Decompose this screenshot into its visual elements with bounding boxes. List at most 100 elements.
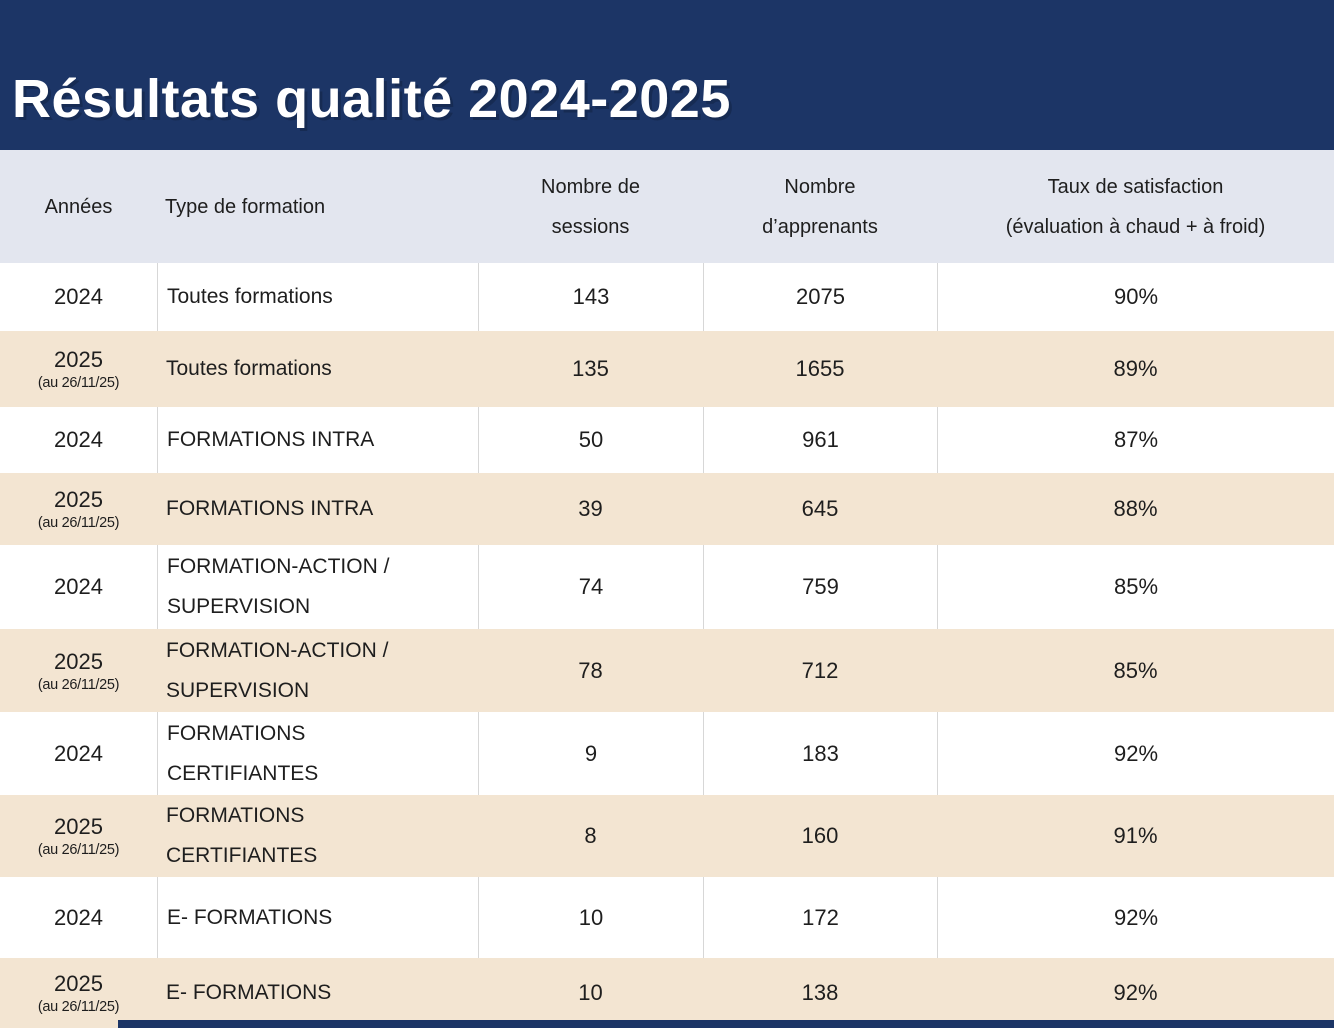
- year-value: 2024: [54, 427, 103, 452]
- sessions-cell: 39: [578, 496, 603, 521]
- satisfaction-cell: 91%: [1113, 823, 1158, 848]
- year-cell: 2025 (au 26/11/25): [0, 629, 157, 712]
- satisfaction-cell: 92%: [937, 712, 1334, 795]
- type-label: E- FORMATIONS: [166, 981, 332, 1004]
- table-row: 2025 (au 26/11/25) FORMATION-ACTION / SUPE…: [0, 629, 1334, 712]
- year-cell: 2024: [0, 407, 157, 473]
- apprenants-cell: 2075: [703, 263, 937, 331]
- satisfaction-cell: 88%: [1113, 496, 1158, 521]
- year-note: (au 26/11/25): [37, 842, 120, 858]
- year-value: 2024: [54, 284, 103, 309]
- sessions-cell: 10: [478, 877, 703, 958]
- year-cell: 2025 (au 26/11/25): [0, 473, 157, 545]
- type-cell: FORMATION-ACTION / SUPERVISION: [157, 545, 478, 629]
- satisfaction-cell: 85%: [937, 545, 1334, 629]
- column-header-label-line2: d’apprenants: [762, 215, 878, 238]
- column-header-nombre-sessions: Nombre de sessions: [478, 150, 703, 263]
- year-cell: 2025 (au 26/11/25): [0, 795, 157, 877]
- year-value: 2024: [54, 904, 103, 930]
- column-header-label-line2: sessions: [551, 215, 630, 238]
- apprenants-cell: 759: [703, 545, 937, 629]
- table-row: 2025 (au 26/11/25) FORMATIONS CERTIFIANTES…: [0, 795, 1334, 877]
- year-cell: 2024: [0, 712, 157, 795]
- column-header-label-line1: Taux de satisfaction: [1047, 175, 1224, 198]
- table-row: 2024 FORMATION-ACTION / SUPERVISION 74 759 8…: [0, 545, 1334, 629]
- sessions-cell: 8: [584, 823, 597, 848]
- year-note: (au 26/11/25): [37, 375, 120, 391]
- sessions-cell: 78: [578, 657, 603, 683]
- apprenants-cell: 183: [703, 712, 937, 795]
- column-header-label: Type de formation: [165, 195, 326, 218]
- year-cell: 2024: [0, 545, 157, 629]
- year-value: 2024: [54, 574, 103, 599]
- table-body: 2024 Toutes formations 143 2075 90% 2025 (au 2…: [0, 263, 1334, 1028]
- table-header-row: Années Type de formation Nombre de sessi…: [0, 150, 1334, 263]
- column-header-label: Années: [44, 195, 113, 218]
- year-value: 2025: [54, 814, 103, 839]
- table-row: 2024 E- FORMATIONS 10 172 92%: [0, 877, 1334, 958]
- year-note: (au 26/11/25): [37, 999, 120, 1015]
- table-row: 2024 FORMATIONS CERTIFIANTES 9 183 92%: [0, 712, 1334, 795]
- year-cell: 2024: [0, 877, 157, 958]
- apprenants-cell: 172: [703, 877, 937, 958]
- column-header-label-line1: Nombre: [784, 175, 856, 198]
- column-header-type-de-formation: Type de formation: [157, 150, 478, 263]
- year-value: 2025: [54, 971, 103, 996]
- column-header-label-line2: (évaluation à chaud + à froid): [1005, 215, 1266, 238]
- year-cell: 2025 (au 26/11/25): [0, 958, 157, 1028]
- table-row: 2025 (au 26/11/25) Toutes formations 135 165…: [0, 331, 1334, 407]
- table-row: 2024 FORMATIONS INTRA 50 961 87%: [0, 407, 1334, 473]
- apprenants-cell: 1655: [795, 356, 845, 381]
- type-label: FORMATION-ACTION / SUPERVISION: [166, 638, 389, 702]
- year-value: 2025: [54, 648, 103, 674]
- apprenants-cell: 712: [801, 657, 839, 683]
- type-cell: FORMATIONS INTRA: [157, 407, 478, 473]
- type-cell: Toutes formations: [157, 263, 478, 331]
- satisfaction-cell: 92%: [937, 877, 1334, 958]
- type-label: FORMATIONS INTRA: [167, 428, 375, 451]
- sessions-cell: 9: [478, 712, 703, 795]
- column-header-annees: Années: [0, 150, 157, 263]
- type-cell: Toutes formations: [157, 331, 478, 407]
- type-label: Toutes formations: [167, 285, 333, 308]
- sessions-cell: 74: [478, 545, 703, 629]
- satisfaction-cell: 89%: [1113, 356, 1158, 381]
- column-header-taux-satisfaction: Taux de satisfaction (évaluation à chaud…: [937, 150, 1334, 263]
- year-note: (au 26/11/25): [37, 676, 120, 693]
- type-cell: FORMATIONS INTRA: [157, 473, 478, 545]
- type-label: Toutes formations: [166, 357, 332, 380]
- type-cell: FORMATION-ACTION / SUPERVISION: [157, 629, 478, 712]
- footer-bar: [118, 1020, 1334, 1028]
- type-label: FORMATIONS INTRA: [166, 497, 374, 520]
- apprenants-cell: 160: [801, 823, 839, 848]
- column-header-nombre-apprenants: Nombre d’apprenants: [703, 150, 937, 263]
- year-cell: 2024: [0, 263, 157, 331]
- column-header-label-line1: Nombre de: [541, 175, 640, 198]
- year-value: 2025: [54, 347, 103, 372]
- year-value: 2024: [54, 740, 103, 766]
- year-value: 2025: [54, 487, 103, 512]
- title-band: Résultats qualité 2024-2025: [0, 0, 1334, 150]
- apprenants-cell: 961: [703, 407, 937, 473]
- type-cell: FORMATIONS CERTIFIANTES: [157, 795, 478, 877]
- satisfaction-cell: 85%: [1113, 657, 1158, 683]
- year-cell: 2025 (au 26/11/25): [0, 331, 157, 407]
- apprenants-cell: 645: [801, 496, 839, 521]
- type-label: FORMATIONS CERTIFIANTES: [167, 721, 319, 785]
- type-label: E- FORMATIONS: [167, 905, 333, 929]
- page-title: Résultats qualité 2024-2025: [12, 69, 731, 129]
- sessions-cell: 135: [572, 356, 609, 381]
- satisfaction-cell: 90%: [937, 263, 1334, 331]
- sessions-cell: 50: [478, 407, 703, 473]
- sessions-cell: 143: [478, 263, 703, 331]
- table-row: 2025 (au 26/11/25) E- FORMATIONS 10 138 92%: [0, 958, 1334, 1028]
- satisfaction-cell: 92%: [1113, 980, 1158, 1005]
- table-row: 2024 Toutes formations 143 2075 90%: [0, 263, 1334, 331]
- apprenants-cell: 138: [801, 980, 839, 1005]
- year-note: (au 26/11/25): [37, 515, 120, 531]
- sessions-cell: 10: [578, 980, 603, 1005]
- type-cell: FORMATIONS CERTIFIANTES: [157, 712, 478, 795]
- type-label: FORMATION-ACTION / SUPERVISION: [167, 555, 390, 618]
- type-label: FORMATIONS CERTIFIANTES: [166, 804, 318, 867]
- type-cell: E- FORMATIONS: [157, 958, 478, 1028]
